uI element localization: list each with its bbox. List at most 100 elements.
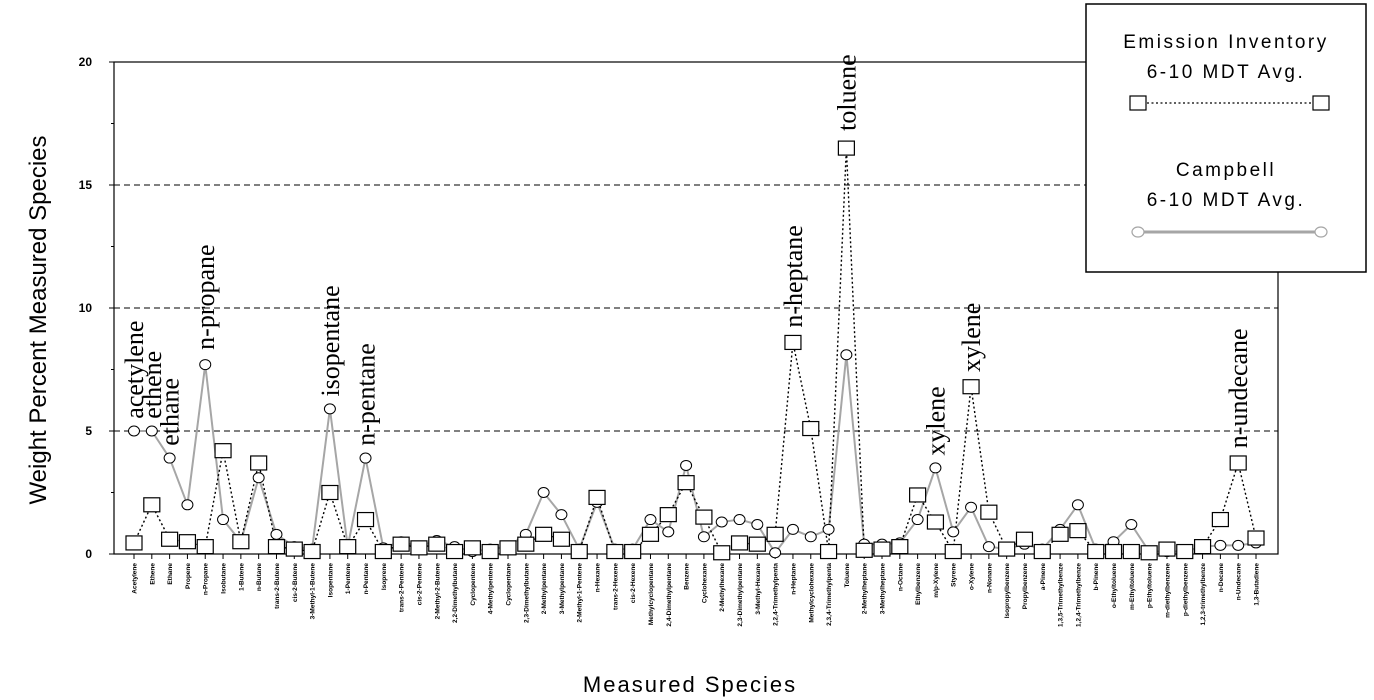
x-axis-ticks: Acetylene Ethene Ethane Propene n-Propane Iso… <box>132 554 1261 627</box>
emission-inventory-point <box>196 539 214 555</box>
campbell-point <box>1214 539 1227 551</box>
annotation-label: ethene <box>138 351 167 419</box>
x-tick-label: 3-Methylheptane <box>880 563 887 615</box>
x-tick-label: Propene <box>185 563 192 589</box>
emission-inventory-point <box>891 539 909 555</box>
series-line-campbell <box>134 354 1257 555</box>
y-tick-label: 5 <box>85 424 92 438</box>
emission-inventory-point <box>641 526 660 542</box>
emission-inventory-point <box>944 543 962 560</box>
emission-inventory-point <box>784 334 802 351</box>
emission-inventory-point <box>713 545 731 561</box>
emission-inventory-point <box>178 534 197 550</box>
emission-inventory-point <box>873 541 891 557</box>
emission-inventory-point <box>980 504 998 520</box>
x-tick-label: 3-Methyl-Hexane <box>755 563 762 615</box>
campbell-point <box>1125 518 1138 530</box>
emission-inventory-point <box>1033 543 1051 560</box>
emission-inventory-point <box>321 484 339 501</box>
emission-inventory-point <box>285 541 303 557</box>
emission-inventory-point <box>766 526 784 542</box>
campbell-point <box>751 518 764 530</box>
emission-inventory-point <box>659 507 677 523</box>
x-tick-label: Ethene <box>149 563 156 585</box>
annotation-label: xylene <box>957 303 986 372</box>
x-tick-label: n-Heptane <box>790 563 797 595</box>
emission-inventory-point <box>1176 543 1194 560</box>
annotation-label: xylene <box>921 386 950 455</box>
emission-inventory-point <box>570 543 588 560</box>
emission-inventory-point <box>552 531 571 547</box>
emission-inventory-point <box>1051 526 1069 542</box>
y-axis-label: Weight Percent Measured Species <box>25 135 52 504</box>
campbell-point <box>181 499 194 511</box>
campbell-point <box>697 531 710 543</box>
x-tick-label: o-Xylene <box>969 563 976 590</box>
emission-inventory-point <box>303 543 321 560</box>
emission-inventory-point <box>909 487 927 503</box>
legend-entry-1-line2: 6-10 MDT Avg. <box>1147 62 1306 83</box>
emission-inventory-point <box>1193 539 1212 555</box>
annotation-label: n-heptane <box>779 225 808 328</box>
annotation-label: isopentane <box>316 285 345 396</box>
emission-inventory-point <box>125 535 143 551</box>
legend-entry-1-line1: Emission Inventory <box>1123 32 1329 53</box>
y-axis-ticks: 0 5 10 15 20 <box>79 55 114 561</box>
campbell-point <box>1232 539 1245 551</box>
emission-inventory-point <box>855 542 873 558</box>
emission-inventory-point <box>624 543 642 560</box>
emission-inventory-point <box>837 140 855 156</box>
x-tick-label: Ethylbenzene <box>915 563 922 605</box>
legend-entry-2-marker-left <box>1131 226 1145 238</box>
y-tick-label: 15 <box>79 178 93 192</box>
x-tick-label: 2-Methylpentane <box>541 563 548 615</box>
x-tick-label: cis-2-Hexene <box>630 563 637 603</box>
x-tick-label: Cyclopentene <box>470 563 477 606</box>
x-tick-label: p-Ethyltoluene <box>1147 563 1154 609</box>
emission-inventory-point <box>339 539 357 555</box>
emission-inventory-point <box>695 509 713 525</box>
legend-entry-2-line1: Campbell <box>1176 160 1276 181</box>
annotation-label: acetylene <box>120 321 149 419</box>
annotation-label: n-propane <box>191 244 220 349</box>
x-tick-label: Isoprene <box>381 563 388 590</box>
campbell-point <box>965 501 978 513</box>
emission-inventory-point <box>1015 531 1034 547</box>
emission-inventory-point <box>517 536 535 552</box>
emission-inventory-point <box>463 540 481 556</box>
x-tick-label: 2-Methyl-2-Butene <box>434 563 441 620</box>
x-tick-label: Cyclohexane <box>701 563 708 603</box>
x-tick-label: Isobutane <box>221 563 228 594</box>
emission-inventory-point <box>677 475 695 491</box>
campbell-point <box>822 523 835 535</box>
emission-inventory-point <box>748 536 766 552</box>
legend-entry-1-marker-right <box>1312 95 1330 111</box>
emission-inventory-point <box>998 541 1016 557</box>
x-tick-label: Isopropylbenzene <box>1004 563 1011 619</box>
emission-inventory-point <box>1158 541 1176 557</box>
campbell-point <box>163 452 176 464</box>
y-tick-label: 10 <box>79 301 93 315</box>
x-tick-label: Cyclopentane <box>506 563 513 606</box>
campbell-point <box>199 359 212 371</box>
campbell-point <box>323 403 336 415</box>
x-tick-label: 1,2,3-trimethylbenze <box>1200 563 1207 626</box>
x-tick-label: 1,2,4-Trimethylbenze <box>1075 563 1082 627</box>
campbell-point <box>680 459 693 471</box>
legend: Emission Inventory 6-10 MDT Avg. Campbel… <box>1085 3 1367 273</box>
x-tick-label: b-Pinene <box>1093 563 1100 591</box>
emission-inventory-point <box>143 497 161 513</box>
emission-inventory-point <box>445 543 464 560</box>
emission-inventory-point <box>499 540 517 556</box>
emission-inventory-point <box>730 535 749 551</box>
x-tick-label: 1-Butene <box>238 563 245 591</box>
campbell-point <box>537 487 550 498</box>
x-tick-label: Benzene <box>684 563 691 590</box>
x-tick-label: 4-Methylpentene <box>488 563 495 615</box>
x-tick-label: 1,3,5-Trimethylbenze <box>1058 563 1065 627</box>
x-tick-label: Propylbenzene <box>1022 563 1029 610</box>
x-tick-label: 2,3-Dimethylbutane <box>523 563 530 623</box>
emission-inventory-point <box>267 539 286 555</box>
